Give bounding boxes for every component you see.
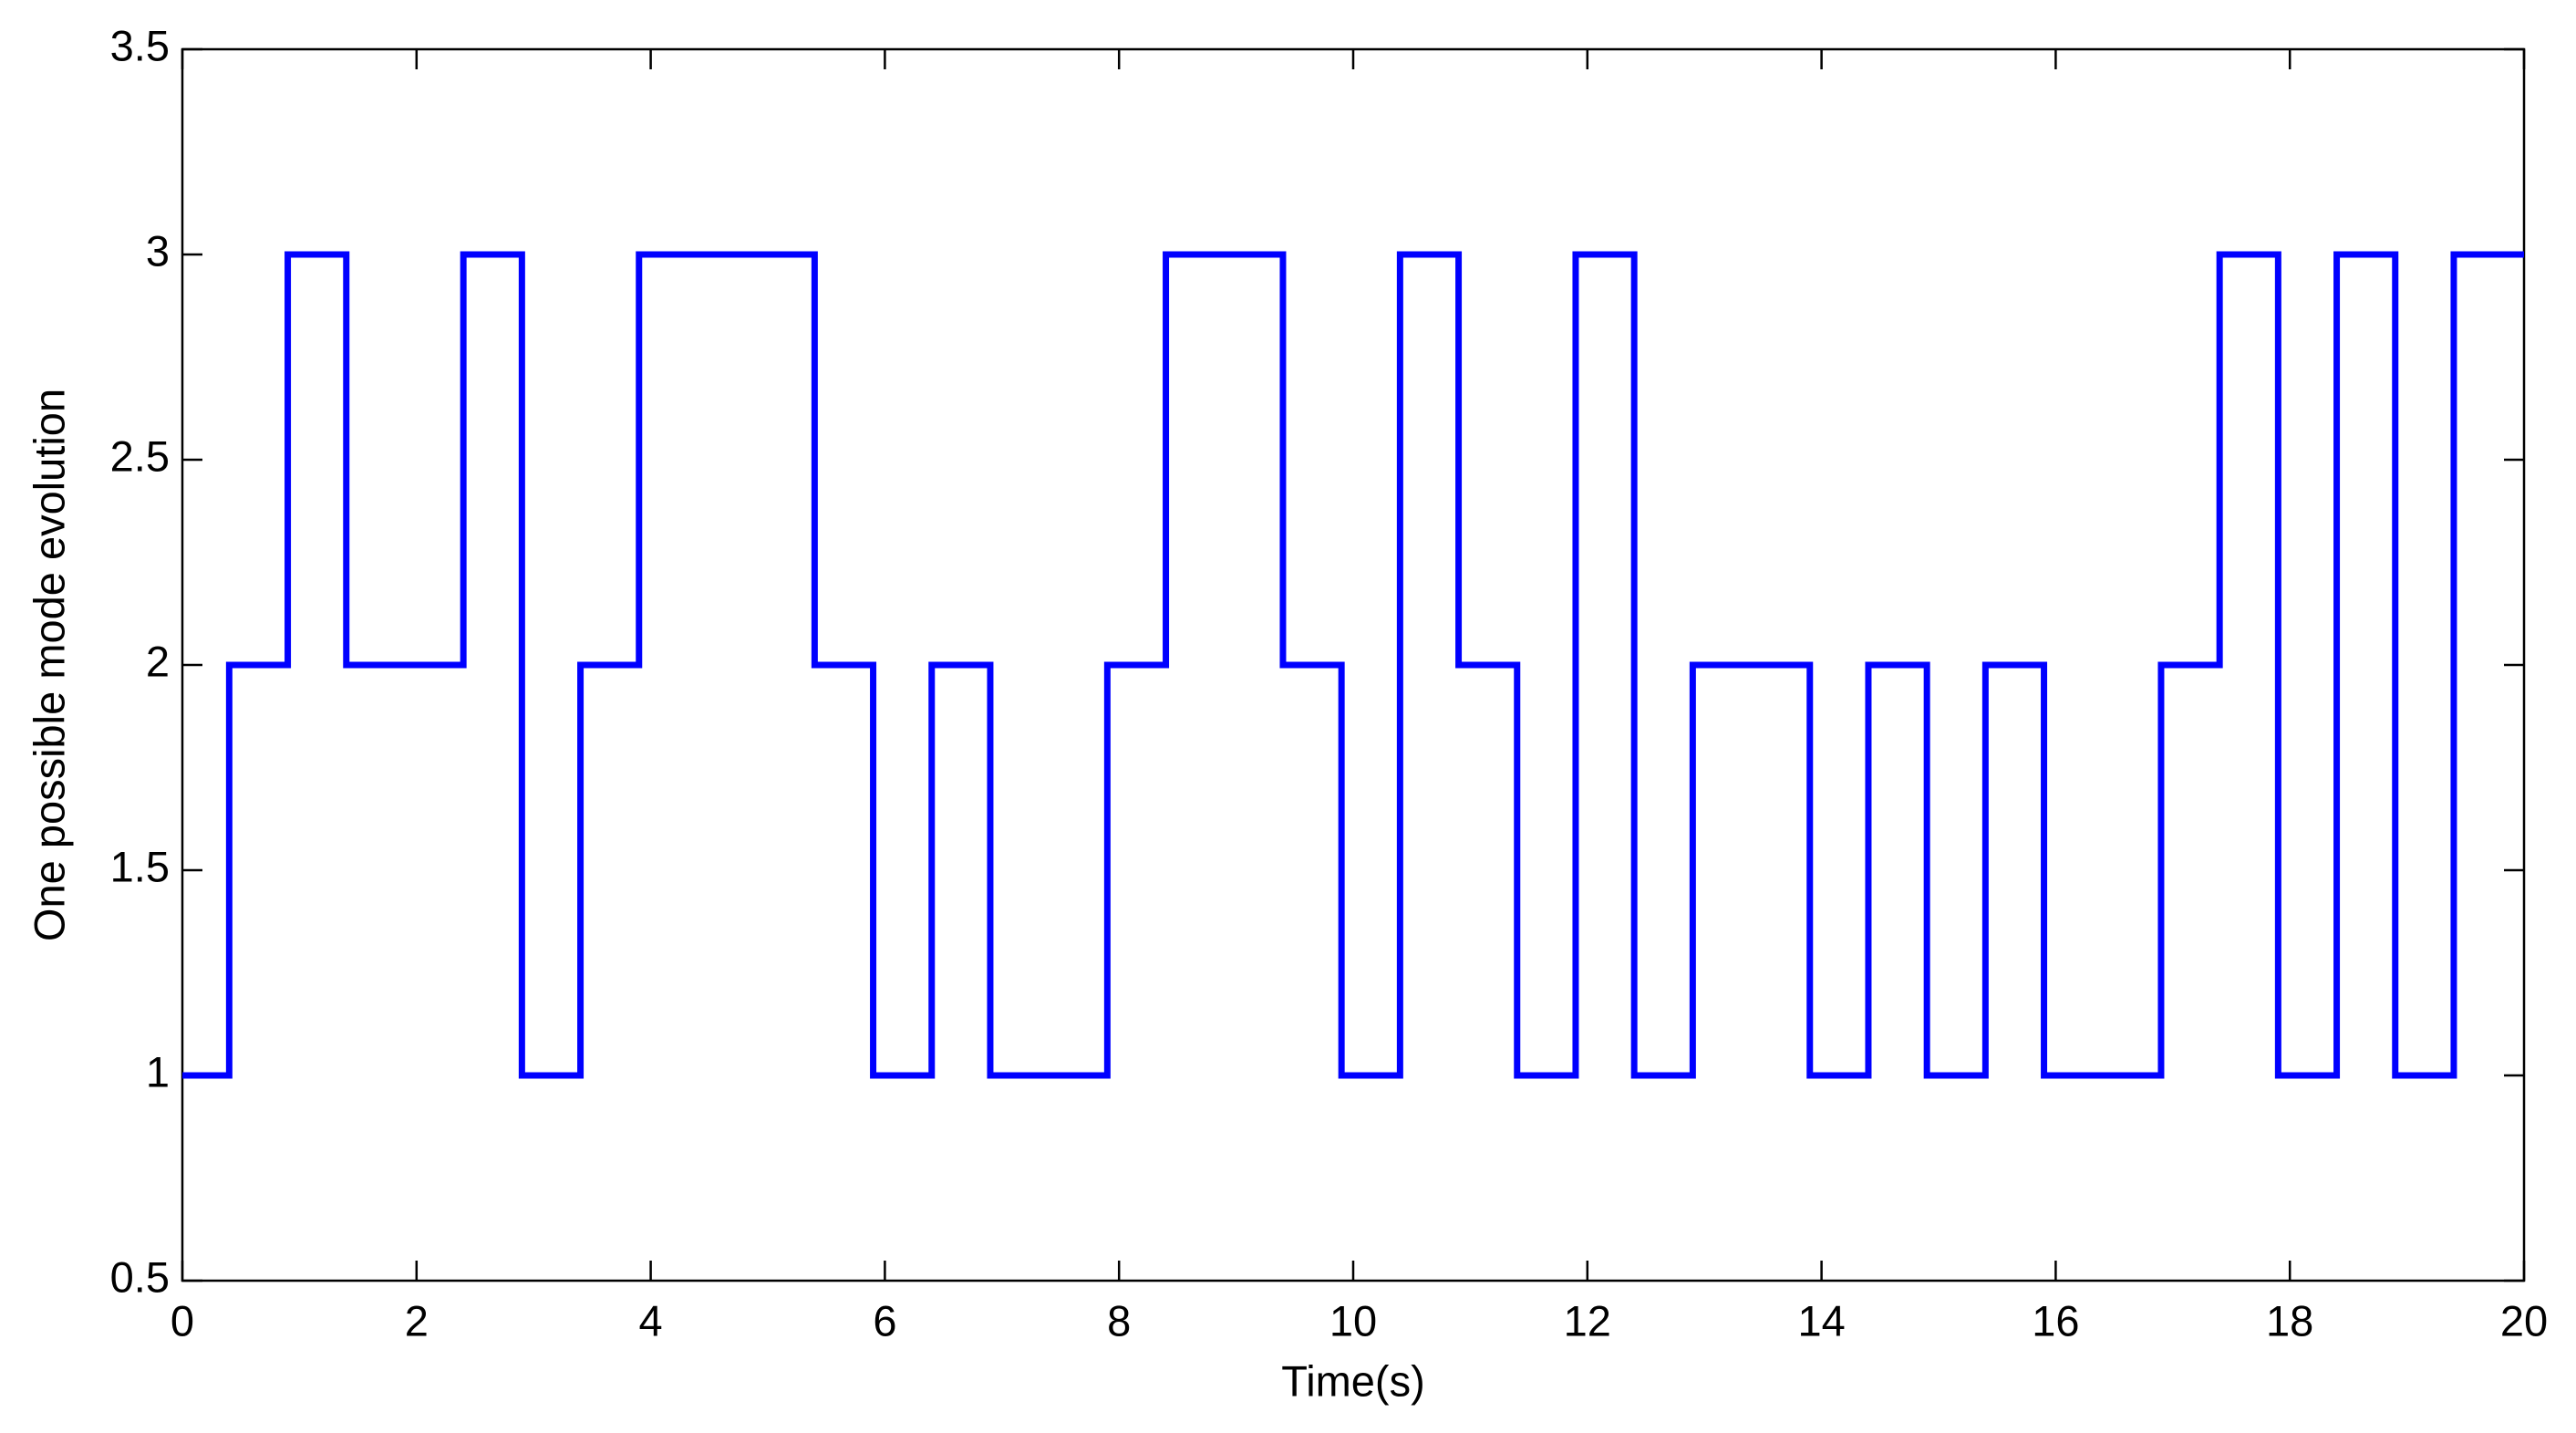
x-tick-label: 14 — [1797, 1296, 1845, 1345]
x-axis-label: Time(s) — [1281, 1356, 1425, 1405]
y-tick-label: 3.5 — [110, 21, 170, 69]
x-tick-label: 18 — [2266, 1296, 2313, 1345]
y-tick-label: 3 — [146, 226, 170, 275]
x-tick-label: 6 — [873, 1296, 896, 1345]
x-tick-label: 10 — [1329, 1296, 1377, 1345]
x-tick-label: 0 — [171, 1296, 194, 1345]
data-line — [182, 251, 2524, 1079]
y-tick-label: 0.5 — [110, 1252, 170, 1301]
x-tick-label: 8 — [1107, 1296, 1131, 1345]
y-tick-label: 2 — [146, 637, 170, 685]
y-tick-label: 1 — [146, 1047, 170, 1096]
x-tick-label: 20 — [2500, 1296, 2548, 1345]
x-tick-label: 16 — [2032, 1296, 2079, 1345]
x-tick-label: 12 — [1564, 1296, 1611, 1345]
y-axis-label: One possible mode evolution — [25, 389, 73, 941]
y-tick-label: 2.5 — [110, 431, 170, 480]
x-tick-label: 4 — [639, 1296, 663, 1345]
y-tick-label: 1.5 — [110, 842, 170, 890]
x-tick-label: 2 — [405, 1296, 429, 1345]
